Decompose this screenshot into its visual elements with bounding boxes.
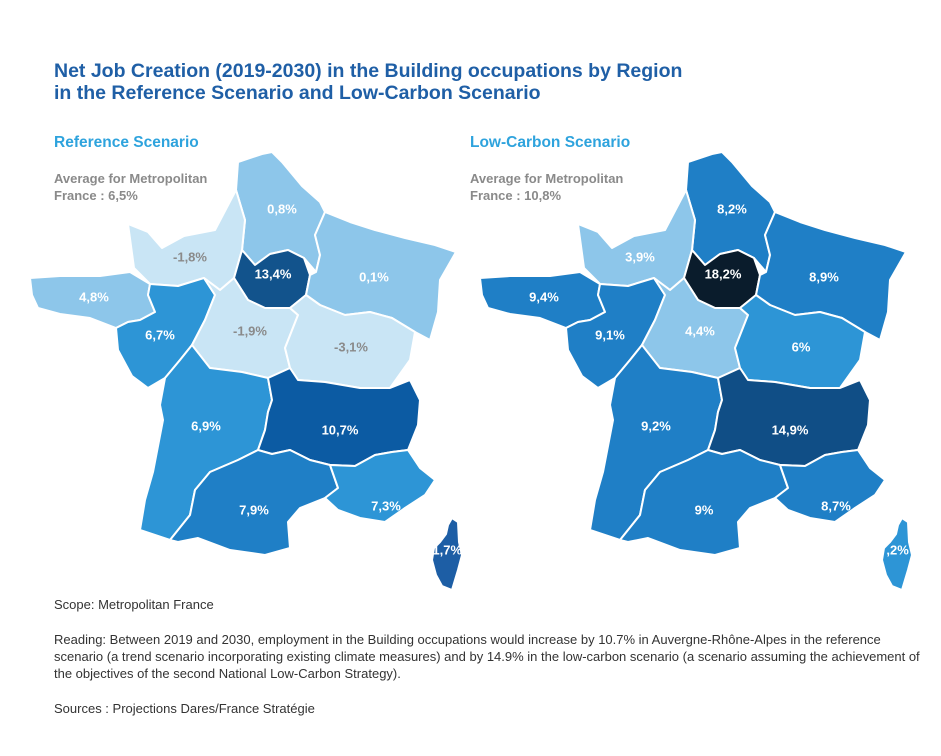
region-label-grand-est: 8,9%: [809, 269, 839, 284]
region-label-centre-val-de-loire: 4,4%: [685, 323, 715, 338]
reference-map: 0,8% -1,8% 13,4% 0,1% 4,8% 6,7% -1,9% -3,1% 6,9%…: [29, 151, 463, 590]
region-label-bretagne: 4,8%: [79, 289, 109, 304]
reference-heading: Reference Scenario: [54, 134, 199, 151]
region-label-hauts-de-france: 8,2%: [717, 201, 747, 216]
region-label-ile-de-france: 18,2%: [705, 266, 742, 281]
region-normandie: [127, 189, 246, 291]
sources-note: Sources : Projections Dares/France Strat…: [54, 701, 315, 716]
reading-note: Reading: Between 2019 and 2030, employme…: [54, 632, 920, 681]
reference-average-line-2: France : 6,5%: [54, 188, 138, 203]
region-labels: 0,8% -1,8% 13,4% 0,1% 4,8% 6,7% -1,9% -3,1% 6,9%…: [79, 201, 462, 557]
region-label-pays-de-la-loire: 9,1%: [595, 327, 625, 342]
region-label-occitanie: 9%: [695, 502, 714, 517]
title-line-2: in the Reference Scenario and Low-Carbon…: [54, 82, 541, 104]
region-label-pays-de-la-loire: 6,7%: [145, 327, 175, 342]
region-label-ile-de-france: 13,4%: [255, 266, 292, 281]
region-label-nouvelle-aquitaine: 6,9%: [191, 418, 221, 433]
region-label-auvergne-rhone-alpes: 10,7%: [322, 422, 359, 437]
low-carbon-average-line-1: Average for Metropolitan: [470, 171, 624, 186]
low-carbon-average-line-2: France : 10,8%: [470, 188, 562, 203]
region-normandie: [577, 189, 696, 291]
region-label-centre-val-de-loire: -1,9%: [233, 323, 267, 338]
low-carbon-heading: Low-Carbon Scenario: [470, 134, 631, 151]
region-label-auvergne-rhone-alpes: 14,9%: [772, 422, 809, 437]
region-paca: [774, 449, 886, 523]
region-label-occitanie: 7,9%: [239, 502, 269, 517]
reference-average: Average for Metropolitan France : 6,5%: [54, 170, 244, 204]
mainland-group: [479, 151, 907, 556]
chart-title: Net Job Creation (2019-2030) in the Buil…: [54, 60, 914, 104]
region-label-bourgogne-franche-comte: 6%: [792, 339, 811, 354]
region-label-corse: 7,2%: [879, 542, 909, 557]
region-corse: [431, 517, 463, 590]
scope-note: Scope: Metropolitan France: [54, 597, 214, 612]
region-labels: 8,2% 3,9% 18,2% 8,9% 9,4% 9,1% 4,4% 6% 9,2% 14,9%…: [529, 201, 909, 557]
region-bourgogne-franche-comte: [284, 294, 416, 389]
reference-average-line-1: Average for Metropolitan: [54, 171, 208, 186]
region-label-normandie: 3,9%: [625, 249, 655, 264]
region-label-nouvelle-aquitaine: 9,2%: [641, 418, 671, 433]
region-label-bretagne: 9,4%: [529, 289, 559, 304]
region-bourgogne-franche-comte: [734, 294, 866, 389]
region-label-paca: 7,3%: [371, 498, 401, 513]
region-label-normandie: -1,8%: [173, 249, 207, 264]
region-corse: [881, 517, 913, 590]
mainland-group: [29, 151, 457, 556]
low-carbon-average: Average for Metropolitan France : 10,8%: [470, 170, 660, 204]
region-label-paca: 8,7%: [821, 498, 851, 513]
low-carbon-map: 8,2% 3,9% 18,2% 8,9% 9,4% 9,1% 4,4% 6% 9,2% 14,9%…: [479, 151, 913, 590]
region-paca: [324, 449, 436, 523]
region-label-grand-est: 0,1%: [359, 269, 389, 284]
region-label-bourgogne-franche-comte: -3,1%: [334, 339, 368, 354]
region-label-hauts-de-france: 0,8%: [267, 201, 297, 216]
corsica-group: [431, 517, 463, 590]
corsica-group: [881, 517, 913, 590]
title-line-1: Net Job Creation (2019-2030) in the Buil…: [54, 60, 683, 82]
region-label-corse: 11,7%: [426, 542, 463, 557]
